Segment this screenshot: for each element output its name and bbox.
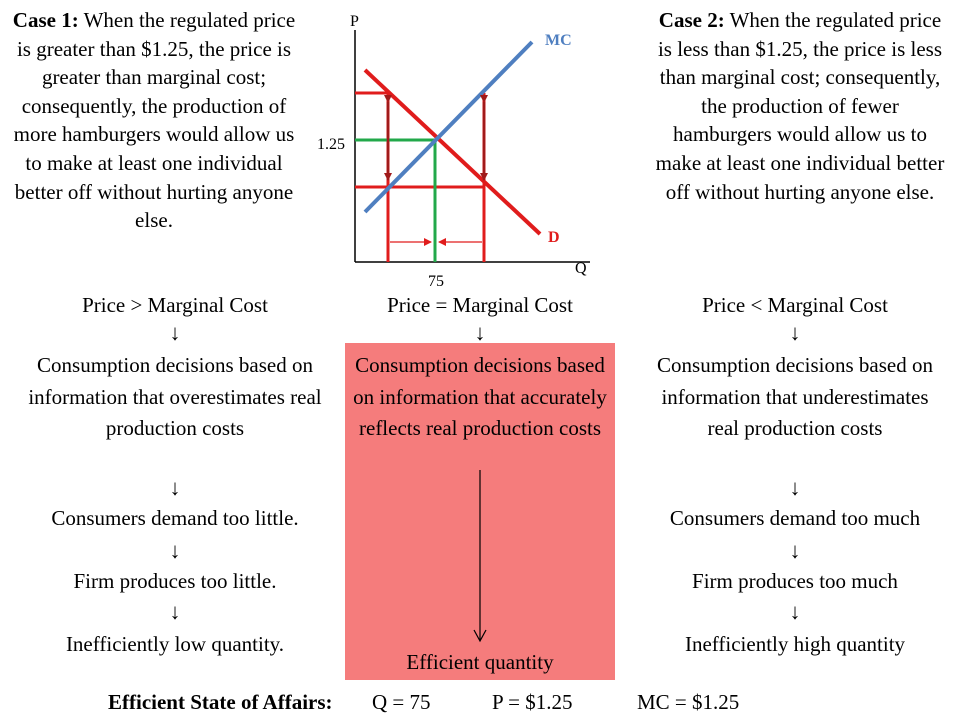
mc-label: MC bbox=[545, 32, 572, 49]
price-tick-label: 1.25 bbox=[317, 136, 345, 153]
d-label: D bbox=[548, 229, 560, 246]
left-arrow-3: ↓ bbox=[169, 538, 181, 563]
middle-result: Efficient quantity bbox=[406, 650, 554, 674]
p-axis-label: P bbox=[350, 13, 359, 30]
mc-curve bbox=[363, 40, 534, 214]
right-arrow-3: ↓ bbox=[789, 538, 801, 563]
right-supply: Firm produces too much bbox=[692, 569, 898, 593]
case-2-text: When the regulated price is less than $1… bbox=[655, 8, 945, 204]
quantity-tick-label: 75 bbox=[428, 273, 444, 290]
middle-condition: Price = Marginal Cost bbox=[387, 293, 573, 317]
case-1-description: Case 1: When the regulated price is grea… bbox=[4, 6, 304, 235]
case-1-heading: Case 1: bbox=[12, 8, 79, 32]
right-decision: Consumption decisions based on informati… bbox=[657, 353, 933, 440]
left-result: Inefficiently low quantity. bbox=[65, 632, 285, 656]
left-demand: Consumers demand too little. bbox=[51, 506, 299, 530]
left-decision: Consumption decisions based on informati… bbox=[28, 353, 322, 440]
case-2-description: Case 2: When the regulated price is less… bbox=[650, 6, 950, 206]
right-condition: Price < Marginal Cost bbox=[702, 293, 888, 317]
demand-curve bbox=[363, 68, 542, 236]
left-arrow-4: ↓ bbox=[169, 599, 181, 624]
footer-price: P = $1.25 bbox=[492, 690, 573, 714]
left-arrow-2: ↓ bbox=[169, 475, 181, 500]
left-condition: Price > Marginal Cost bbox=[82, 293, 268, 317]
q-axis-label: Q bbox=[575, 260, 587, 277]
right-arrow-1: ↓ bbox=[789, 320, 801, 345]
case-2-heading: Case 2: bbox=[658, 8, 725, 32]
case-1-text: When the regulated price is greater than… bbox=[13, 8, 296, 233]
footer-quantity: Q = 75 bbox=[372, 690, 431, 714]
right-arrow-4: ↓ bbox=[789, 599, 801, 624]
middle-decision: Consumption decisions based on informati… bbox=[353, 353, 607, 440]
left-supply: Firm produces too little. bbox=[73, 569, 277, 593]
left-arrow-1: ↓ bbox=[169, 320, 181, 345]
footer-label: Efficient State of Affairs: bbox=[108, 690, 333, 714]
middle-arrow-1: ↓ bbox=[474, 320, 486, 345]
right-result: Inefficiently high quantity bbox=[684, 632, 906, 656]
footer-marginal-cost: MC = $1.25 bbox=[637, 690, 740, 714]
right-demand: Consumers demand too much bbox=[669, 506, 921, 530]
middle-long-arrow bbox=[473, 470, 487, 643]
price-quantity-graph: P Q MC D 1.25 75 bbox=[317, 13, 590, 290]
right-arrow-2: ↓ bbox=[789, 475, 801, 500]
